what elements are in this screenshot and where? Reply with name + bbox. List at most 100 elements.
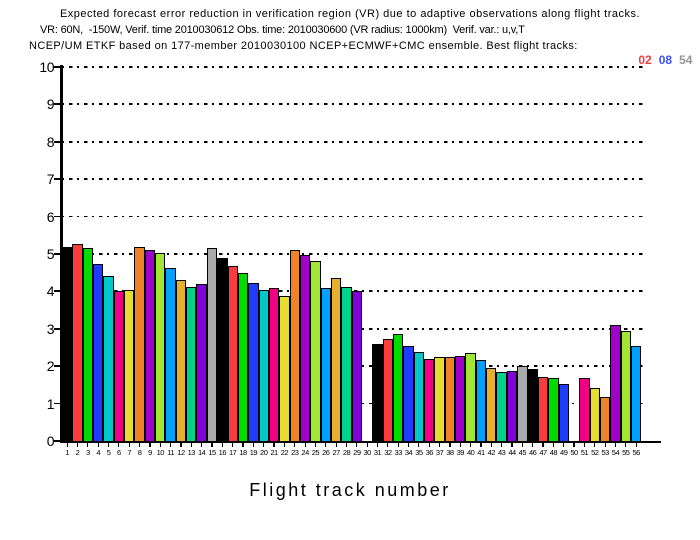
y-tick-label-7: 7: [46, 171, 55, 188]
bar-track-48: [548, 378, 559, 443]
x-axis-tick-38: [449, 443, 451, 447]
x-axis-tick-5: [107, 443, 110, 447]
x-tick-label-5: 5: [106, 448, 111, 457]
x-axis-tick-49: [563, 443, 565, 447]
x-tick-label-37: 37: [435, 448, 444, 457]
bar-track-27: [330, 278, 342, 443]
x-axis-tick-26: [325, 443, 327, 447]
y-tick-label-2: 2: [46, 358, 55, 375]
x-axis-tick-29: [356, 443, 358, 447]
best-flight-tracks: 02 08 54: [625, 39, 699, 81]
gridline-y7: [62, 178, 645, 180]
bar-track-7: [124, 289, 135, 443]
bar-track-1: [62, 246, 73, 443]
x-tick-label-18: 18: [239, 448, 247, 457]
x-axis-tick-34: [407, 443, 410, 447]
gridline-y10: [62, 66, 645, 68]
bar-track-14: [196, 283, 207, 443]
bar-track-20: [258, 289, 269, 443]
y-axis-tick-6: [54, 215, 62, 218]
y-tick-label-0: 0: [46, 433, 55, 449]
x-axis-tick-14: [201, 443, 203, 447]
x-tick-label-27: 27: [332, 448, 340, 457]
x-axis-tick-46: [532, 443, 534, 447]
y-tick-label-1: 1: [46, 395, 55, 412]
bar-track-45: [517, 366, 528, 443]
x-axis-tick-9: [149, 443, 151, 447]
x-tick-label-9: 9: [148, 448, 152, 457]
x-tick-label-8: 8: [137, 448, 142, 457]
bar-track-19: [248, 283, 259, 443]
bar-track-24: [299, 255, 311, 443]
x-axis-tick-47: [542, 443, 544, 447]
x-axis-tick-16: [221, 443, 223, 447]
x-tick-label-13: 13: [187, 448, 196, 457]
x-axis-tick-41: [480, 443, 482, 447]
y-tick-label-3: 3: [46, 320, 55, 337]
bar-track-56: [630, 346, 642, 443]
chart-title-line2: VR: 60N, -150W, Verif. time 2010030612 O…: [40, 24, 525, 36]
bar-track-26: [320, 288, 331, 443]
x-axis-tick-7: [128, 443, 130, 447]
bar-track-39: [455, 356, 466, 443]
x-axis-tick-25: [314, 443, 317, 447]
bar-track-51: [579, 378, 590, 443]
gridline-y9: [62, 103, 645, 106]
y-axis-tick-9: [54, 103, 62, 106]
x-tick-label-14: 14: [197, 448, 206, 457]
x-axis-tick-19: [252, 443, 254, 447]
bar-track-33: [393, 334, 404, 443]
x-axis-tick-12: [180, 443, 182, 447]
x-axis-tick-52: [594, 443, 596, 447]
x-tick-label-25: 25: [311, 448, 320, 457]
bar-track-36: [424, 359, 435, 443]
bar-track-6: [113, 291, 125, 443]
x-tick-label-36: 36: [425, 448, 434, 457]
x-tick-label-52: 52: [591, 448, 599, 457]
x-axis-tick-8: [138, 443, 141, 447]
x-axis-tick-51: [583, 443, 585, 447]
x-tick-label-41: 41: [477, 448, 485, 457]
bar-track-29: [351, 291, 362, 443]
gridline-y6: [62, 215, 645, 218]
x-axis-tick-48: [552, 443, 554, 447]
x-axis-tick-24: [304, 443, 306, 447]
x-tick-label-40: 40: [466, 448, 475, 457]
x-tick-label-4: 4: [96, 448, 101, 457]
bar-track-38: [444, 357, 456, 443]
bar-track-46: [527, 369, 538, 443]
x-tick-label-38: 38: [446, 448, 454, 457]
x-tick-label-30: 30: [363, 448, 372, 457]
y-axis-tick-10: [54, 66, 62, 68]
bar-track-15: [206, 248, 218, 443]
bar-track-5: [103, 276, 114, 443]
x-tick-label-24: 24: [301, 448, 309, 457]
bar-track-52: [589, 388, 600, 443]
x-axis-tick-27: [335, 443, 337, 447]
x-tick-label-7: 7: [127, 448, 132, 457]
bar-track-25: [310, 261, 321, 443]
gridline-y5: [62, 253, 645, 255]
x-axis-tick-28: [345, 443, 348, 447]
x-tick-label-31: 31: [373, 448, 382, 457]
y-tick-label-9: 9: [46, 96, 55, 113]
x-tick-label-10: 10: [156, 448, 165, 457]
x-tick-label-29: 29: [353, 448, 361, 457]
bar-track-44: [506, 371, 518, 443]
bar-track-17: [227, 265, 238, 443]
x-tick-label-34: 34: [404, 448, 413, 457]
y-tick-label-4: 4: [46, 283, 55, 300]
y-axis-tick-2: [54, 365, 62, 367]
y-tick-label-10: 10: [39, 59, 54, 75]
best-track-number-3: 54: [679, 53, 693, 67]
bar-track-28: [341, 286, 352, 443]
x-tick-label-11: 11: [167, 448, 174, 457]
x-tick-label-46: 46: [529, 448, 537, 457]
x-tick-label-2: 2: [75, 448, 80, 457]
y-tick-label-6: 6: [46, 208, 55, 225]
bar-track-3: [82, 248, 94, 443]
x-tick-label-48: 48: [549, 448, 558, 457]
bar-track-32: [382, 339, 394, 443]
